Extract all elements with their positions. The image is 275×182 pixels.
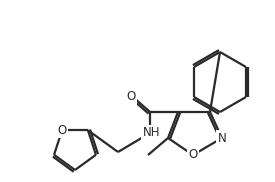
Text: NH: NH bbox=[143, 126, 161, 139]
Text: N: N bbox=[218, 132, 226, 145]
Text: O: O bbox=[188, 149, 198, 161]
Text: O: O bbox=[57, 124, 67, 137]
Text: O: O bbox=[126, 90, 136, 104]
